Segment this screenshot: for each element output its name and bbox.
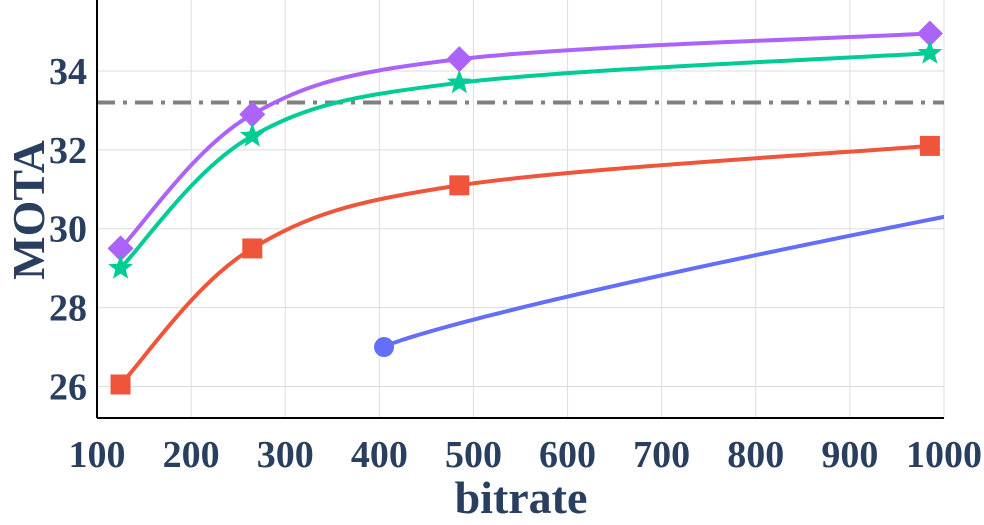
star-marker [108,255,133,279]
grid-lines [97,0,945,418]
x-tick-label: 1000 [906,434,982,476]
diamond-marker [446,46,473,73]
square-marker [449,175,470,196]
axes [96,0,944,419]
x-axis-title: bitrate [455,472,588,523]
series-line [118,51,932,271]
diamond-marker [239,101,266,128]
series-line [118,31,932,251]
x-tick-label: 800 [727,434,784,476]
square-marker [242,238,263,259]
series-4 [374,214,944,358]
square-marker [919,135,940,156]
x-tick-label: 400 [351,434,408,476]
y-axis-title: MOTA [3,140,54,280]
x-tick-label: 300 [257,434,314,476]
series-2 [108,40,943,279]
x-tick-label: 100 [69,434,126,476]
x-tick-label: 200 [163,434,220,476]
diamond-marker [916,20,943,47]
y-tick-label: 34 [49,51,87,93]
x-tick-label: 500 [445,434,502,476]
series-3 [110,135,940,395]
square-marker [110,374,131,395]
x-tick-label: 900 [821,434,878,476]
x-tick-label: 600 [539,434,596,476]
y-tick-label: 32 [49,130,87,172]
x-tick-label: 700 [633,434,690,476]
tick-labels: 100 200 300 400 500 600 700 800 900 1000 26 28 30 32 3… [49,51,982,476]
circle-marker [374,337,395,358]
y-tick-label: 28 [49,288,87,330]
diamond-marker [107,235,134,262]
star-marker [239,123,265,147]
series-line [382,214,944,350]
series-1 [107,20,943,262]
y-tick-label: 26 [49,366,87,408]
series-line [118,143,932,387]
series-lines [107,20,944,395]
star-marker [447,69,472,94]
y-tick-label: 30 [49,209,87,251]
star-marker [917,40,943,64]
